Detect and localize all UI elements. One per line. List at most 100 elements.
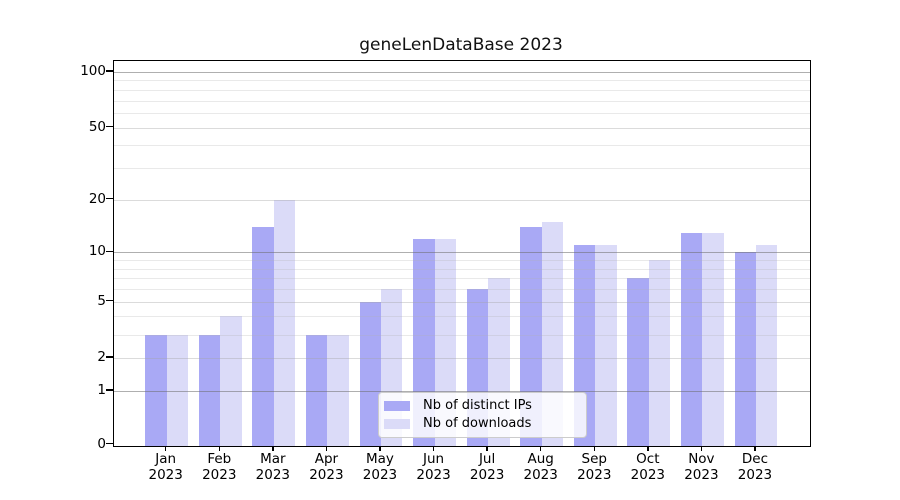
chart-title: geneLenDataBase 2023 [359, 35, 563, 55]
bar-distinct-ips [198, 334, 221, 446]
y-tick-mark [106, 356, 113, 358]
x-tick-label-line: Apr [314, 451, 339, 467]
x-tick-label-line: Oct [636, 451, 660, 467]
bar-downloads [595, 245, 617, 446]
x-tick-label-line: Sep [581, 451, 607, 467]
gridline-minor [114, 100, 810, 102]
x-tick-label-line: Aug [527, 451, 554, 467]
gridline-major [114, 358, 810, 360]
gridline-major [114, 252, 810, 254]
gridline-minor [114, 260, 810, 262]
bar-downloads [541, 221, 564, 446]
x-tick-label: Aug 2023 [509, 451, 573, 483]
x-tick-label-line: 2023 [362, 466, 398, 483]
legend-label: Nb of distinct IPs [423, 397, 532, 413]
x-tick-mark [379, 446, 381, 451]
x-tick-label: Oct 2023 [616, 451, 680, 483]
x-tick-label-line: Mar [260, 451, 286, 467]
x-tick-label-line: 2023 [202, 466, 237, 483]
x-tick-label-line: 2023 [255, 466, 290, 483]
x-tick-label: Apr 2023 [294, 451, 358, 483]
x-tick-mark [647, 446, 649, 451]
y-tick-mark [106, 250, 113, 253]
y-tick-label: 5 [97, 292, 106, 309]
x-tick-label-line: 2023 [148, 466, 183, 483]
y-tick-label: 1 [97, 382, 106, 398]
gridline-major [114, 301, 810, 303]
y-tick-mark [106, 70, 113, 72]
y-tick-label: 20 [88, 190, 106, 207]
x-tick-label: Dec 2023 [723, 451, 787, 483]
x-tick-label: Sep 2023 [562, 451, 626, 483]
x-tick-mark [593, 446, 595, 451]
legend: Nb of distinct IPs Nb of downloads [378, 392, 587, 438]
bar-distinct-ips [627, 278, 649, 446]
x-tick-label: Mar 2023 [241, 451, 305, 483]
x-tick-mark [539, 446, 542, 451]
x-tick-label-line: Jul [478, 451, 496, 467]
bar-downloads [702, 232, 724, 446]
x-tick-mark [700, 446, 703, 451]
legend-item: Nb of distinct IPs [384, 398, 578, 414]
x-tick-label-line: 2023 [684, 466, 719, 483]
bar-distinct-ips [359, 301, 381, 446]
y-tick-mark [106, 198, 113, 200]
x-tick-mark [486, 446, 488, 451]
x-tick-label-line: 2023 [416, 466, 451, 483]
bar-distinct-ips [145, 334, 167, 446]
gridline-major [114, 127, 810, 129]
x-tick-label-line: Jun [423, 451, 445, 467]
x-tick-label-line: 2023 [737, 466, 773, 483]
bar-downloads [220, 316, 242, 446]
x-tick-mark [432, 446, 435, 451]
x-tick-mark [165, 446, 167, 451]
bar-downloads [755, 245, 778, 446]
gridline-minor [114, 112, 810, 114]
bar-downloads [327, 334, 349, 446]
y-tick-label: 100 [80, 62, 106, 79]
gridline-minor [114, 289, 810, 291]
x-tick-label: Nov 2023 [669, 451, 733, 483]
x-tick-label: May 2023 [348, 451, 412, 483]
y-tick-label: 10 [88, 243, 106, 260]
x-tick-mark [272, 446, 274, 451]
gridline-minor [114, 89, 810, 91]
x-tick-label-line: 2023 [577, 466, 612, 483]
legend-swatch-downloads [384, 419, 410, 430]
legend-label: Nb of downloads [423, 416, 532, 432]
bar-distinct-ips [734, 252, 756, 446]
x-tick-label-line: Nov [688, 451, 715, 467]
plot-area [113, 60, 811, 447]
legend-item: Nb of downloads [384, 416, 578, 432]
x-tick-label: Jun 2023 [402, 451, 466, 483]
bar-distinct-ips [306, 334, 328, 446]
x-tick-label-line: 2023 [309, 466, 344, 483]
gridline-minor [114, 268, 810, 270]
gridline-minor [114, 316, 810, 318]
x-tick-mark [218, 446, 220, 451]
x-tick-label: Jul 2023 [455, 451, 519, 483]
y-tick-label: 50 [88, 118, 106, 135]
y-tick-label: 2 [97, 349, 106, 366]
x-tick-label: Feb 2023 [187, 451, 251, 483]
x-tick-mark [754, 446, 756, 451]
bar-downloads [166, 334, 189, 446]
gridline-minor [114, 80, 810, 82]
x-tick-label-line: May [366, 451, 394, 467]
y-tick-mark [106, 442, 113, 445]
x-tick-label-line: Feb [207, 451, 232, 467]
gridline-minor [114, 168, 810, 170]
x-tick-label-line: Jan [155, 451, 177, 467]
bar-distinct-ips [681, 232, 703, 446]
x-tick-label-line: 2023 [630, 466, 665, 483]
y-tick-mark [106, 125, 113, 128]
gridline-major [114, 199, 810, 201]
gridline-minor [114, 278, 810, 280]
x-tick-mark [325, 446, 328, 451]
x-tick-label-line: 2023 [523, 466, 558, 483]
y-tick-label: 0 [97, 435, 106, 452]
gridline-major [114, 71, 810, 73]
gridline-minor [114, 145, 810, 147]
x-tick-label-line: Dec [741, 451, 769, 467]
